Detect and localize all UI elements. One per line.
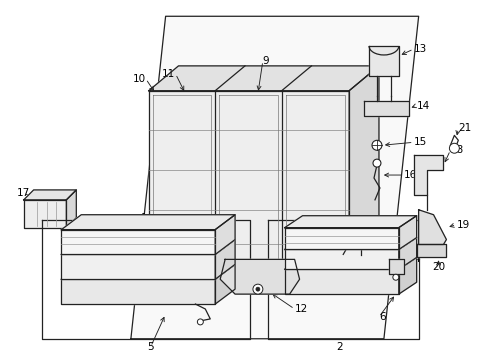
Polygon shape [24,200,66,228]
Text: 3: 3 [52,213,59,223]
Text: 5: 5 [147,342,154,352]
Polygon shape [61,264,235,279]
Polygon shape [66,190,76,228]
Circle shape [255,287,259,291]
Polygon shape [418,210,446,244]
Text: 16: 16 [403,170,416,180]
Text: 6: 6 [378,312,385,322]
Text: 15: 15 [413,137,426,147]
Polygon shape [61,215,235,230]
Text: 2: 2 [335,342,342,352]
Text: 13: 13 [413,44,426,54]
Circle shape [353,230,367,243]
Polygon shape [364,100,408,116]
Polygon shape [148,66,378,91]
Text: 9: 9 [263,56,269,66]
Polygon shape [388,260,403,274]
Text: 21: 21 [457,123,470,134]
Polygon shape [398,238,416,269]
Polygon shape [61,255,215,279]
Polygon shape [284,216,416,228]
Text: 14: 14 [416,100,429,111]
Polygon shape [284,228,398,249]
Polygon shape [284,249,398,269]
Polygon shape [284,238,416,249]
Circle shape [372,159,380,167]
Text: 20: 20 [431,262,444,272]
Circle shape [448,143,458,153]
Polygon shape [220,260,299,294]
Text: 7: 7 [330,217,337,227]
Text: 18: 18 [449,145,463,155]
Text: 12: 12 [294,304,307,314]
Polygon shape [61,230,215,255]
Polygon shape [284,257,416,269]
Text: 4: 4 [413,255,420,264]
Circle shape [197,319,203,325]
Polygon shape [61,239,235,255]
Text: 19: 19 [455,220,468,230]
Polygon shape [148,91,348,264]
Circle shape [252,284,263,294]
Polygon shape [398,257,416,294]
Text: 10: 10 [132,74,145,84]
Polygon shape [215,215,235,255]
Text: 17: 17 [17,188,30,198]
Text: 1: 1 [140,213,147,223]
Circle shape [392,274,398,280]
Polygon shape [398,216,416,249]
Text: 11: 11 [162,69,175,79]
Polygon shape [24,190,76,200]
Polygon shape [416,244,446,257]
Polygon shape [348,66,378,264]
Polygon shape [131,16,418,339]
Circle shape [371,140,381,150]
Polygon shape [284,269,398,294]
Text: 8: 8 [368,217,375,227]
Polygon shape [368,46,398,76]
Polygon shape [215,239,235,279]
Polygon shape [215,264,235,304]
Polygon shape [413,155,443,195]
Polygon shape [61,279,215,304]
